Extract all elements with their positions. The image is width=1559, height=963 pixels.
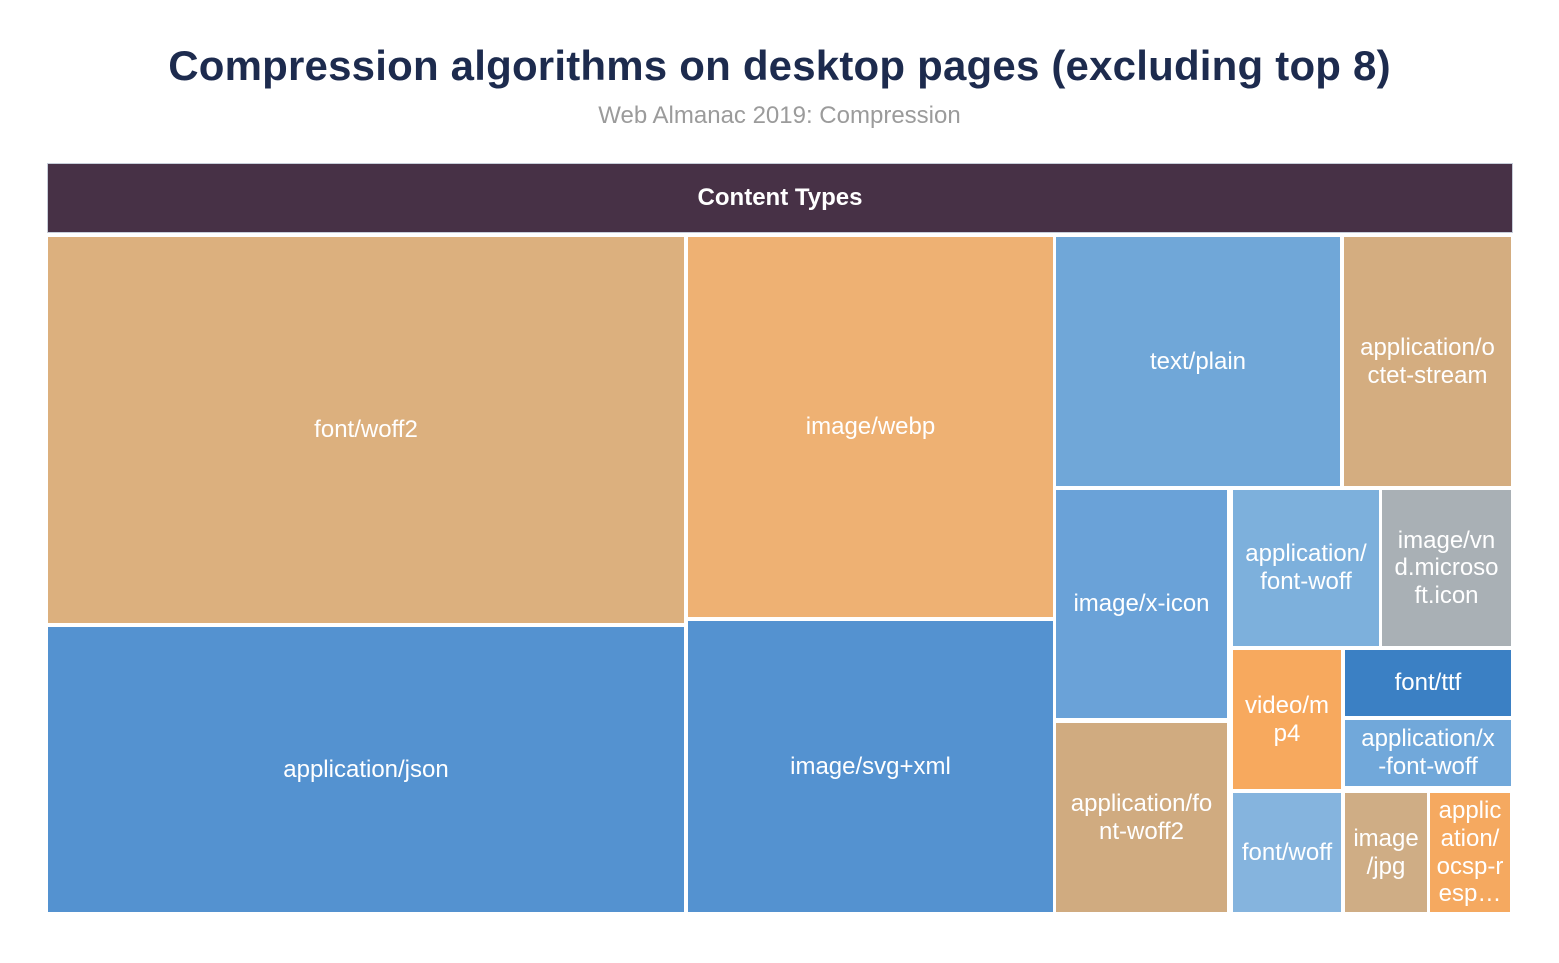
treemap-tile-image-svg-xml[interactable]: image/svg+xml (688, 621, 1053, 912)
treemap-tile-label: video/m p4 (1244, 691, 1330, 747)
page-title: Compression algorithms on desktop pages … (168, 42, 1391, 89)
treemap-tile-font-ttf[interactable]: font/ttf (1345, 650, 1511, 716)
treemap-tile-application-json[interactable]: application/json (48, 627, 684, 912)
treemap-tile-application-font-woff2[interactable]: application/fo nt-woff2 (1056, 723, 1227, 912)
treemap-tile-label: image/webp (805, 413, 936, 441)
treemap-tile-application-octet-stream[interactable]: application/o ctet-stream (1344, 237, 1511, 486)
treemap-tile-label: font/ttf (1394, 669, 1462, 697)
treemap-tile-label: application/o ctet-stream (1360, 333, 1495, 389)
treemap-tile-label: text/plain (1149, 347, 1247, 375)
treemap-tile-label: application/json (283, 755, 449, 783)
treemap-group-header: Content Types (47, 163, 1513, 233)
treemap-tile-font-woff2[interactable]: font/woff2 (48, 237, 684, 623)
treemap-tile-font-woff[interactable]: font/woff (1233, 793, 1341, 912)
treemap-tile-image-jpg[interactable]: image /jpg (1345, 793, 1427, 912)
treemap-tile-label: font/woff (1241, 838, 1333, 866)
treemap-tile-image-webp[interactable]: image/webp (688, 237, 1053, 617)
treemap-tile-label: image /jpg (1353, 824, 1419, 880)
treemap-tile-label: image/vn d.microso ft.icon (1394, 526, 1499, 609)
treemap-tile-label: image/x-icon (1073, 590, 1210, 618)
treemap-tile-label: image/svg+xml (790, 752, 951, 780)
treemap-tile-label: application/ font-woff (1245, 540, 1367, 595)
treemap-tiles-area: font/woff2 application/json image/webp imag… (47, 237, 1513, 913)
page-subtitle: Web Almanac 2019: Compression (598, 102, 961, 129)
treemap-tile-label: application/fo nt-woff2 (1070, 789, 1213, 845)
treemap-tile-application-ocsp-resp[interactable]: applic ation/ ocsp-r esp… (1430, 793, 1510, 912)
treemap-chart: Content Types font/woff2 application/json… (47, 163, 1513, 913)
treemap-tile-label: application/x -font-woff (1361, 725, 1495, 780)
treemap-tile-application-font-woff[interactable]: application/ font-woff (1233, 490, 1379, 646)
treemap-tile-text-plain[interactable]: text/plain (1056, 237, 1340, 486)
treemap-tile-label: applic ation/ ocsp-r esp… (1436, 797, 1504, 908)
treemap-tile-image-vnd-microsoft-icon[interactable]: image/vn d.microso ft.icon (1382, 490, 1511, 646)
treemap-tile-image-x-icon[interactable]: image/x-icon (1056, 490, 1227, 718)
treemap-tile-video-mp4[interactable]: video/m p4 (1233, 650, 1341, 789)
treemap-tile-label: font/woff2 (314, 416, 418, 444)
treemap-tile-application-x-font-woff[interactable]: application/x -font-woff (1345, 720, 1511, 786)
